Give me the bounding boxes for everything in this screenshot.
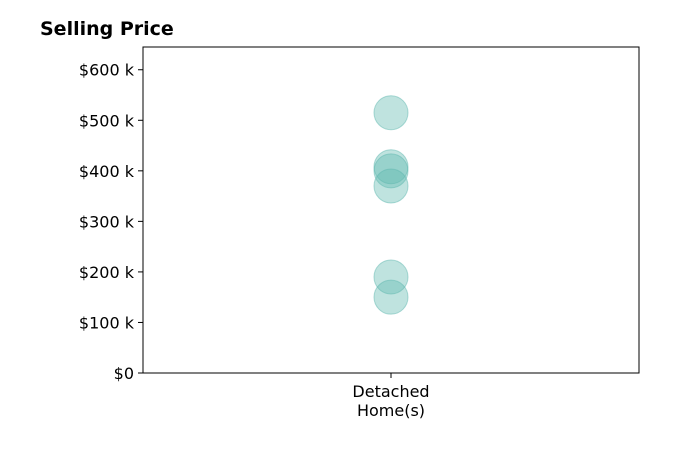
data-point — [373, 259, 409, 295]
y-tick-label: $0 — [114, 364, 134, 383]
x-tick-label: Detached Home(s) — [352, 382, 429, 420]
data-points — [373, 95, 409, 315]
y-tick-label: $200 k — [79, 263, 135, 282]
y-tick-label: $600 k — [79, 61, 135, 80]
y-tick-label: $400 k — [79, 162, 135, 181]
x-axis: Detached Home(s) — [352, 373, 430, 420]
y-axis: $0 $100 k $200 k $300 k $400 k $500 k $600 k — [79, 61, 143, 383]
y-tick-label: $500 k — [79, 111, 135, 130]
data-point — [373, 279, 409, 315]
data-point — [373, 168, 409, 204]
y-tick-label: $300 k — [79, 212, 135, 231]
y-tick-label: $100 k — [79, 313, 135, 332]
data-point — [373, 153, 409, 189]
chart-title: Selling Price — [40, 18, 174, 40]
data-point — [373, 95, 409, 131]
